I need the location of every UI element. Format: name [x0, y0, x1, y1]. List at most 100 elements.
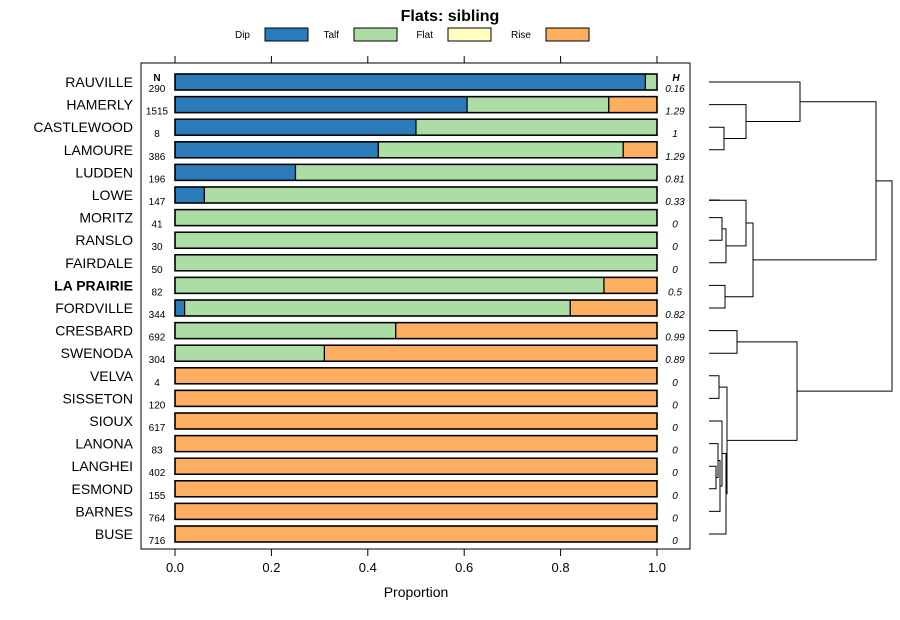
x-tick-label: 0.6: [455, 560, 473, 575]
h-value: 0.33: [665, 197, 685, 208]
category-label-swenoda: SWENODA: [61, 345, 134, 361]
h-value: 0: [672, 491, 678, 502]
bar-row-moritz: [174, 208, 658, 227]
bar-row-buse: [174, 525, 658, 543]
dendrogram-link: [709, 126, 725, 151]
h-value: 1.29: [665, 152, 685, 163]
n-value: 4: [154, 378, 160, 389]
h-value: 0.89: [665, 355, 685, 366]
bar-lanona-rise: [174, 435, 658, 453]
bar-sioux-rise: [174, 412, 658, 430]
bar-rauville-dip: [174, 73, 647, 91]
bar-outline-cresbard: [174, 321, 658, 340]
n-value: 30: [151, 242, 163, 253]
bar-outline-swenoda: [174, 344, 658, 362]
bar-fairdale-talf: [174, 254, 658, 272]
dendrogram-link: [709, 217, 723, 241]
bar-buse-rise: [174, 525, 658, 543]
bar-hamerly-rise: [608, 95, 658, 114]
bar-row-ludden: [174, 163, 658, 182]
h-value: 0: [672, 536, 678, 547]
x-tick-label: 1.0: [648, 560, 666, 575]
dendrogram-link: [719, 199, 747, 247]
category-label-lanona: LANONA: [75, 436, 133, 452]
n-value: 82: [151, 287, 163, 298]
bar-outline-velva: [174, 367, 658, 385]
bar-outline-lamoure: [174, 141, 658, 159]
bar-row-swenoda: [174, 344, 658, 362]
bar-barnes-rise: [174, 502, 658, 520]
bar-ranslo-talf: [174, 231, 658, 249]
dendrogram-link: [753, 101, 877, 261]
dendrogram-link: [709, 81, 801, 123]
category-label-cresbard: CRESBARD: [55, 323, 133, 339]
bar-row-esmond: [174, 480, 658, 498]
dendrogram-link: [709, 375, 720, 399]
bar-outline-barnes: [174, 502, 658, 521]
category-label-ranslo: RANSLO: [75, 232, 133, 248]
n-value: 386: [149, 152, 166, 163]
bar-la-prairie-rise: [603, 276, 658, 294]
bar-outline-fairdale: [174, 254, 658, 272]
bar-sisseton-rise: [174, 389, 658, 407]
dendrogram-link: [725, 222, 754, 298]
bar-fordville-talf: [184, 299, 571, 317]
h-value: 0: [672, 265, 678, 276]
h-value: 1.29: [665, 107, 685, 118]
bar-outline-ranslo: [174, 231, 658, 249]
bar-row-fairdale: [174, 254, 658, 272]
bar-rauville-talf: [644, 73, 658, 91]
n-value: 402: [149, 468, 166, 479]
bar-outline-fordville: [174, 299, 658, 317]
h-value: 0.82: [665, 310, 685, 321]
bar-outline-hamerly: [174, 95, 658, 114]
h-value: 0: [672, 400, 678, 411]
dendrogram-link: [727, 341, 798, 441]
bar-esmond-rise: [174, 480, 658, 498]
h-value: 0.81: [665, 174, 684, 185]
bar-outline-sisseton: [174, 389, 658, 408]
h-column: H0.16 1.29 1 1.29 0.81 0.33 0 0 0 0.5 0.82 0.99 0.89…: [665, 73, 685, 547]
category-label-sisseton: SISSETON: [62, 390, 133, 406]
dendrogram-link: [709, 284, 726, 309]
bar-cresbard-talf: [174, 322, 397, 340]
bar-outline-castlewood: [174, 118, 658, 136]
bar-outline-langhei: [174, 457, 658, 475]
category-labels: RAUVILLE HAMERLY CASTLEWOOD LAMOURE LUDDEN LO…: [33, 74, 133, 542]
category-label-langhei: LANGHEI: [72, 458, 133, 474]
dendrogram-link: [709, 465, 717, 490]
n-value: 1515: [146, 107, 169, 118]
n-value: 120: [149, 400, 166, 411]
bar-fordville-rise: [569, 299, 658, 317]
bar-row-sioux: [174, 412, 658, 430]
dendrogram-link: [797, 180, 893, 392]
bar-row-castlewood: [174, 118, 658, 136]
h-value: 1: [672, 129, 678, 140]
n-value: 290: [149, 84, 166, 95]
h-value: 0: [672, 423, 678, 434]
bar-outline-ludden: [174, 163, 658, 182]
bar-row-rauville: [174, 73, 658, 91]
n-value: 764: [149, 513, 166, 524]
bar-row-cresbard: [174, 321, 658, 340]
bars: [174, 73, 658, 543]
bar-ludden-talf: [294, 163, 658, 181]
category-label-fairdale: FAIRDALE: [65, 255, 133, 271]
n-value: 155: [149, 491, 166, 502]
bar-ludden-dip: [174, 163, 297, 181]
category-label-castlewood: CASTLEWOOD: [33, 119, 133, 135]
plot-frame: [140, 62, 691, 550]
h-value: 0: [672, 242, 678, 253]
n-value: 8: [154, 129, 160, 140]
category-label-rauville: RAUVILLE: [65, 74, 133, 90]
dendrogram-link: [709, 104, 747, 139]
bar-outline-sioux: [174, 412, 658, 430]
n-value: 83: [151, 446, 163, 457]
h-value: 0.99: [665, 333, 685, 344]
h-value: 0: [672, 468, 678, 479]
bar-outline-moritz: [174, 208, 658, 227]
x-axis-label: Proportion: [384, 584, 449, 600]
category-label-lamoure: LAMOURE: [64, 142, 133, 158]
h-value: 0: [672, 446, 678, 457]
legend-swatch-flat: [447, 27, 492, 42]
